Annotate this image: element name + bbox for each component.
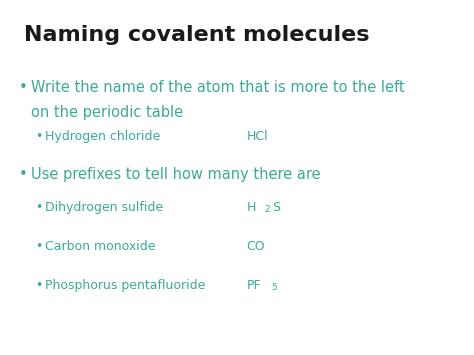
Text: Write the name of the atom that is more to the left: Write the name of the atom that is more …	[31, 80, 404, 95]
Text: S: S	[273, 201, 281, 214]
Text: H: H	[246, 201, 256, 214]
Text: Carbon monoxide: Carbon monoxide	[45, 240, 155, 253]
Text: Dihydrogen sulfide: Dihydrogen sulfide	[45, 201, 163, 214]
Text: •: •	[19, 167, 27, 182]
Text: •: •	[36, 279, 43, 292]
Text: •: •	[36, 130, 43, 143]
Text: CO: CO	[246, 240, 265, 253]
Text: •: •	[19, 80, 27, 95]
Text: Phosphorus pentafluoride: Phosphorus pentafluoride	[45, 279, 205, 292]
Text: Use prefixes to tell how many there are: Use prefixes to tell how many there are	[31, 167, 320, 182]
Text: HCl: HCl	[246, 130, 268, 143]
Text: 5: 5	[271, 283, 277, 292]
Text: 2: 2	[264, 205, 270, 214]
Text: •: •	[36, 201, 43, 214]
Text: on the periodic table: on the periodic table	[31, 105, 183, 120]
Text: •: •	[36, 240, 43, 253]
Text: PF: PF	[246, 279, 261, 292]
Text: Hydrogen chloride: Hydrogen chloride	[45, 130, 160, 143]
Text: Naming covalent molecules: Naming covalent molecules	[24, 25, 369, 45]
